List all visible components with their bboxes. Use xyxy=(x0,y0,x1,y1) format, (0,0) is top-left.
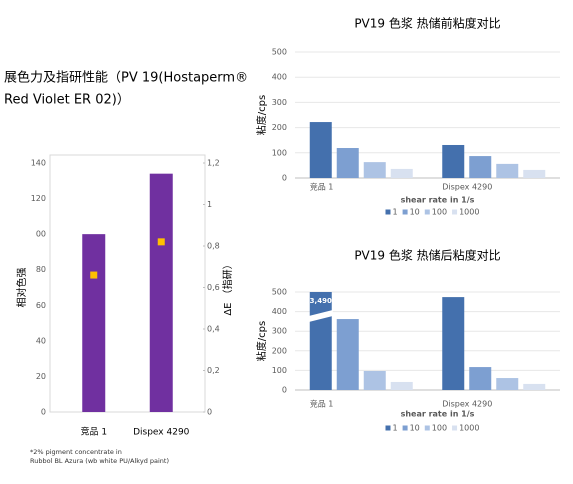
y-tick-label: 0 xyxy=(41,408,46,417)
bar xyxy=(496,163,519,178)
y-tick-label: 300 xyxy=(272,98,287,107)
legend-label: 100 xyxy=(432,208,447,217)
y-tick-label: 100 xyxy=(272,366,287,375)
y2-axis-label: ΔE （指研） xyxy=(221,259,234,315)
bar xyxy=(523,169,546,178)
y2-tick-label: 0,8 xyxy=(207,242,220,251)
legend-swatch xyxy=(402,425,408,431)
y-tick-label: 60 xyxy=(36,301,46,310)
bar xyxy=(496,378,519,390)
footnote: Rubbol BL Azura (wb white PU/Alkyd paint… xyxy=(30,457,169,465)
y-tick-label: 40 xyxy=(36,336,46,345)
y2-tick-label: 0,4 xyxy=(207,325,220,334)
plot-frame xyxy=(49,154,206,413)
y-tick-label: 500 xyxy=(272,48,287,57)
y2-tick-label: 1 xyxy=(207,200,212,209)
x-tick-label: Dispex 4290 xyxy=(442,183,492,192)
x-tick-label: 竞品 1 xyxy=(80,426,107,438)
legend-swatch xyxy=(424,425,430,431)
legend-label: 1000 xyxy=(459,424,479,433)
axis-break xyxy=(308,310,333,322)
chart-title: PV19 色浆 热储前粘度对比 xyxy=(354,16,500,31)
data-label: 3,490 xyxy=(310,297,332,305)
y-tick-label: 100 xyxy=(272,148,287,157)
bar xyxy=(469,156,492,178)
x-tick-label: 竞品 1 xyxy=(310,399,334,409)
y-axis-label: 粘度/cps xyxy=(255,321,268,361)
legend-swatch xyxy=(402,209,408,215)
legend-label: 100 xyxy=(432,424,447,433)
chart-title: PV19 色浆 热储后粘度对比 xyxy=(354,248,500,263)
x-tick-label: 竞品 1 xyxy=(310,182,334,192)
legend-swatch xyxy=(385,425,391,431)
bar xyxy=(390,168,413,178)
legend-label: 1000 xyxy=(459,208,479,217)
y-tick-label: 400 xyxy=(272,307,287,316)
y-axis-label: 粘度/cps xyxy=(255,95,268,135)
bar xyxy=(309,122,332,178)
x-axis-label: shear rate in 1/s xyxy=(401,410,475,419)
y-tick-label: 500 xyxy=(272,288,287,297)
y-tick-label: 120 xyxy=(31,194,46,203)
y-tick-label: 00 xyxy=(36,230,46,239)
y-axis-label: 相对色强 xyxy=(15,268,28,308)
heading: Red Violet ER 02)） xyxy=(4,93,130,108)
y-tick-label: 0 xyxy=(282,174,287,183)
y-tick-label: 200 xyxy=(272,123,287,132)
bar xyxy=(82,234,106,412)
bar xyxy=(523,383,546,390)
legend-swatch xyxy=(452,425,458,431)
marker xyxy=(157,238,165,246)
legend-label: 1 xyxy=(393,424,398,433)
y-tick-label: 0 xyxy=(282,386,287,395)
bar xyxy=(363,370,386,390)
bar xyxy=(442,297,465,390)
y-tick-label: 80 xyxy=(36,265,46,274)
y-tick-label: 140 xyxy=(31,159,46,168)
y-tick-label: 300 xyxy=(272,327,287,336)
legend-label: 10 xyxy=(410,424,420,433)
y-tick-label: 20 xyxy=(36,372,46,381)
y2-tick-label: 0,2 xyxy=(207,366,220,375)
x-axis-label: shear rate in 1/s xyxy=(401,196,475,205)
bar xyxy=(442,144,465,178)
bar xyxy=(363,162,386,178)
y-tick-label: 200 xyxy=(272,346,287,355)
bar xyxy=(309,292,332,390)
bar xyxy=(336,319,359,390)
bar xyxy=(469,367,492,390)
y-tick-label: 400 xyxy=(272,73,287,82)
legend-swatch xyxy=(424,209,430,215)
legend-swatch xyxy=(385,209,391,215)
marker xyxy=(90,271,98,279)
bar xyxy=(336,148,359,178)
legend-label: 10 xyxy=(410,208,420,217)
y2-tick-label: 0,6 xyxy=(207,283,220,292)
bar xyxy=(149,173,173,412)
x-tick-label: Dispex 4290 xyxy=(133,428,190,438)
bar xyxy=(390,381,413,390)
x-tick-label: Dispex 4290 xyxy=(442,400,492,409)
legend-label: 1 xyxy=(393,208,398,217)
heading: 展色力及指研性能（PV 19(Hostaperm® xyxy=(4,70,248,86)
footnote: *2% pigment concentrate in xyxy=(30,448,122,456)
y2-tick-label: 1,2 xyxy=(207,159,220,168)
legend-swatch xyxy=(452,209,458,215)
y2-tick-label: 0 xyxy=(207,408,212,417)
